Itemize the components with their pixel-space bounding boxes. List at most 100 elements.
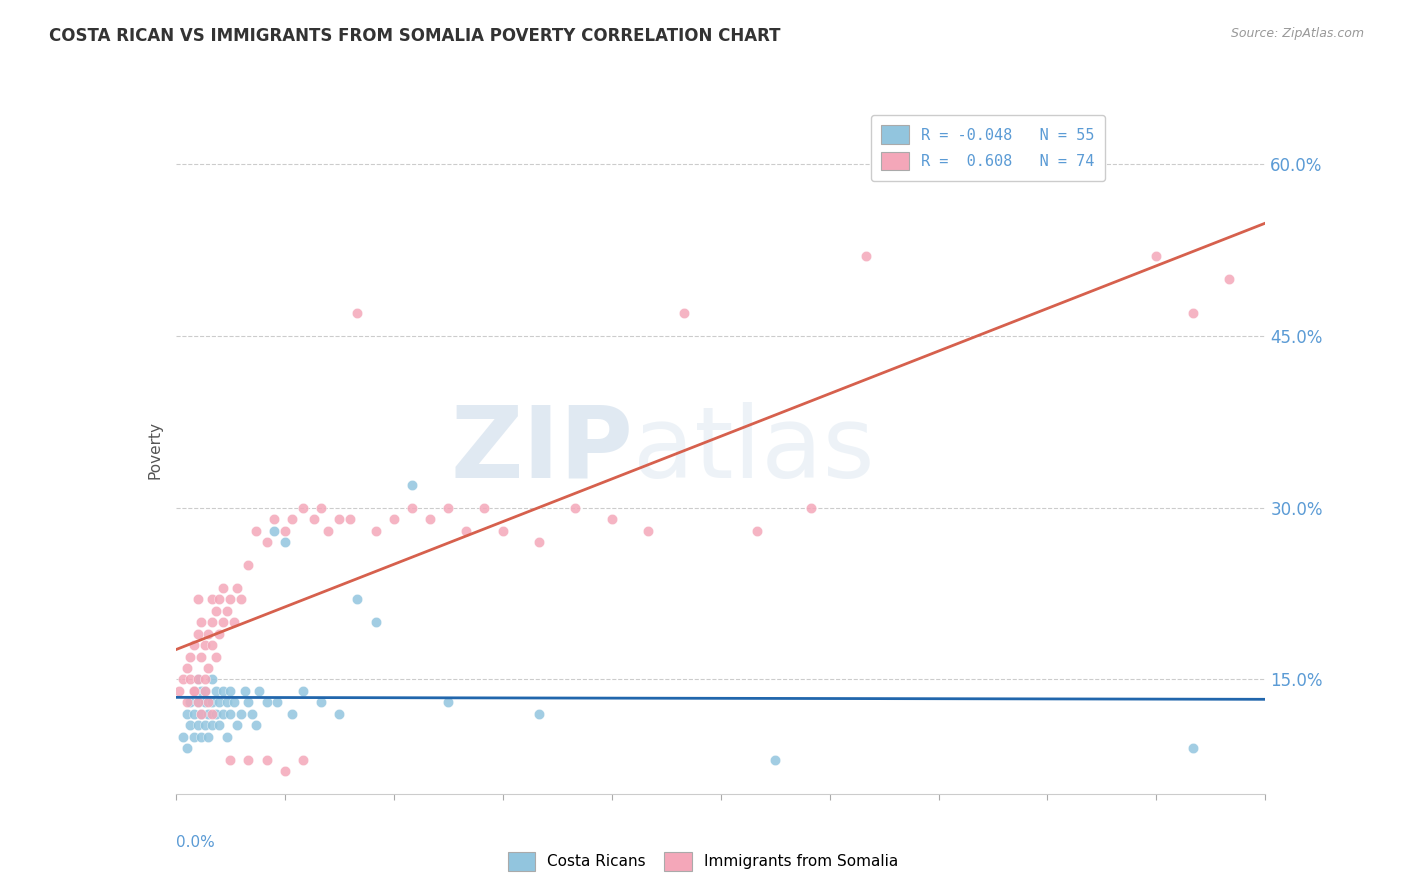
Point <box>256 695 278 709</box>
Text: COSTA RICAN VS IMMIGRANTS FROM SOMALIA POVERTY CORRELATION CHART: COSTA RICAN VS IMMIGRANTS FROM SOMALIA P… <box>49 27 780 45</box>
Point <box>226 581 249 595</box>
Point <box>1146 249 1168 263</box>
Point <box>190 649 212 664</box>
Point <box>204 706 226 721</box>
Point <box>437 695 460 709</box>
Point <box>800 500 823 515</box>
Point <box>346 592 368 607</box>
Point <box>212 581 235 595</box>
Point <box>291 500 314 515</box>
Point <box>527 706 550 721</box>
Point <box>382 512 405 526</box>
Point <box>564 500 586 515</box>
Point <box>201 638 224 652</box>
Point <box>745 524 768 538</box>
Point <box>179 649 201 664</box>
Point <box>190 706 212 721</box>
Point <box>339 512 361 526</box>
Point <box>302 512 325 526</box>
Text: ZIP: ZIP <box>450 402 633 499</box>
Point <box>186 592 209 607</box>
Point <box>1181 741 1204 756</box>
Point <box>201 706 224 721</box>
Point <box>183 706 205 721</box>
Point <box>281 706 304 721</box>
Point <box>208 626 231 640</box>
Point <box>201 592 224 607</box>
Point <box>291 683 314 698</box>
Point <box>190 706 212 721</box>
Point <box>456 524 478 538</box>
Y-axis label: Poverty: Poverty <box>148 421 163 480</box>
Point <box>176 695 198 709</box>
Point <box>197 730 219 744</box>
Point <box>763 753 786 767</box>
Point <box>169 683 191 698</box>
Text: 0.0%: 0.0% <box>176 835 215 850</box>
Point <box>186 718 209 732</box>
Point <box>231 592 253 607</box>
Point <box>190 730 212 744</box>
Point <box>266 695 288 709</box>
Point <box>212 706 235 721</box>
Point <box>204 649 226 664</box>
Point <box>190 683 212 698</box>
Point <box>401 478 423 492</box>
Point <box>309 500 332 515</box>
Point <box>256 753 278 767</box>
Point <box>219 592 242 607</box>
Point <box>263 524 285 538</box>
Point <box>231 706 253 721</box>
Point <box>238 753 260 767</box>
Point <box>256 535 278 549</box>
Point <box>194 683 217 698</box>
Point <box>194 638 217 652</box>
Point <box>197 706 219 721</box>
Point <box>527 535 550 549</box>
Point <box>474 500 496 515</box>
Point <box>673 306 696 320</box>
Point <box>179 718 201 732</box>
Point <box>212 683 235 698</box>
Point <box>364 615 387 630</box>
Point <box>194 718 217 732</box>
Point <box>215 604 238 618</box>
Legend: R = -0.048   N = 55, R =  0.608   N = 74: R = -0.048 N = 55, R = 0.608 N = 74 <box>870 115 1105 181</box>
Point <box>179 695 201 709</box>
Point <box>208 718 231 732</box>
Point <box>274 535 297 549</box>
Point <box>637 524 659 538</box>
Point <box>274 524 297 538</box>
Point <box>201 695 224 709</box>
Point <box>281 512 304 526</box>
Point <box>186 695 209 709</box>
Point <box>197 661 219 675</box>
Point <box>197 695 219 709</box>
Point <box>247 683 270 698</box>
Point <box>346 306 368 320</box>
Point <box>238 695 260 709</box>
Point <box>238 558 260 572</box>
Point <box>183 683 205 698</box>
Point <box>492 524 515 538</box>
Point <box>1218 271 1240 285</box>
Point <box>176 741 198 756</box>
Point <box>600 512 623 526</box>
Point <box>1181 306 1204 320</box>
Point <box>208 695 231 709</box>
Point <box>318 524 340 538</box>
Text: atlas: atlas <box>633 402 875 499</box>
Point <box>309 695 332 709</box>
Point <box>201 615 224 630</box>
Legend: Costa Ricans, Immigrants from Somalia: Costa Ricans, Immigrants from Somalia <box>499 843 907 880</box>
Point <box>245 718 267 732</box>
Point <box>328 706 350 721</box>
Point <box>328 512 350 526</box>
Point <box>183 683 205 698</box>
Point <box>291 753 314 767</box>
Point <box>176 661 198 675</box>
Point <box>204 683 226 698</box>
Point <box>204 604 226 618</box>
Point <box>222 695 245 709</box>
Point <box>219 683 242 698</box>
